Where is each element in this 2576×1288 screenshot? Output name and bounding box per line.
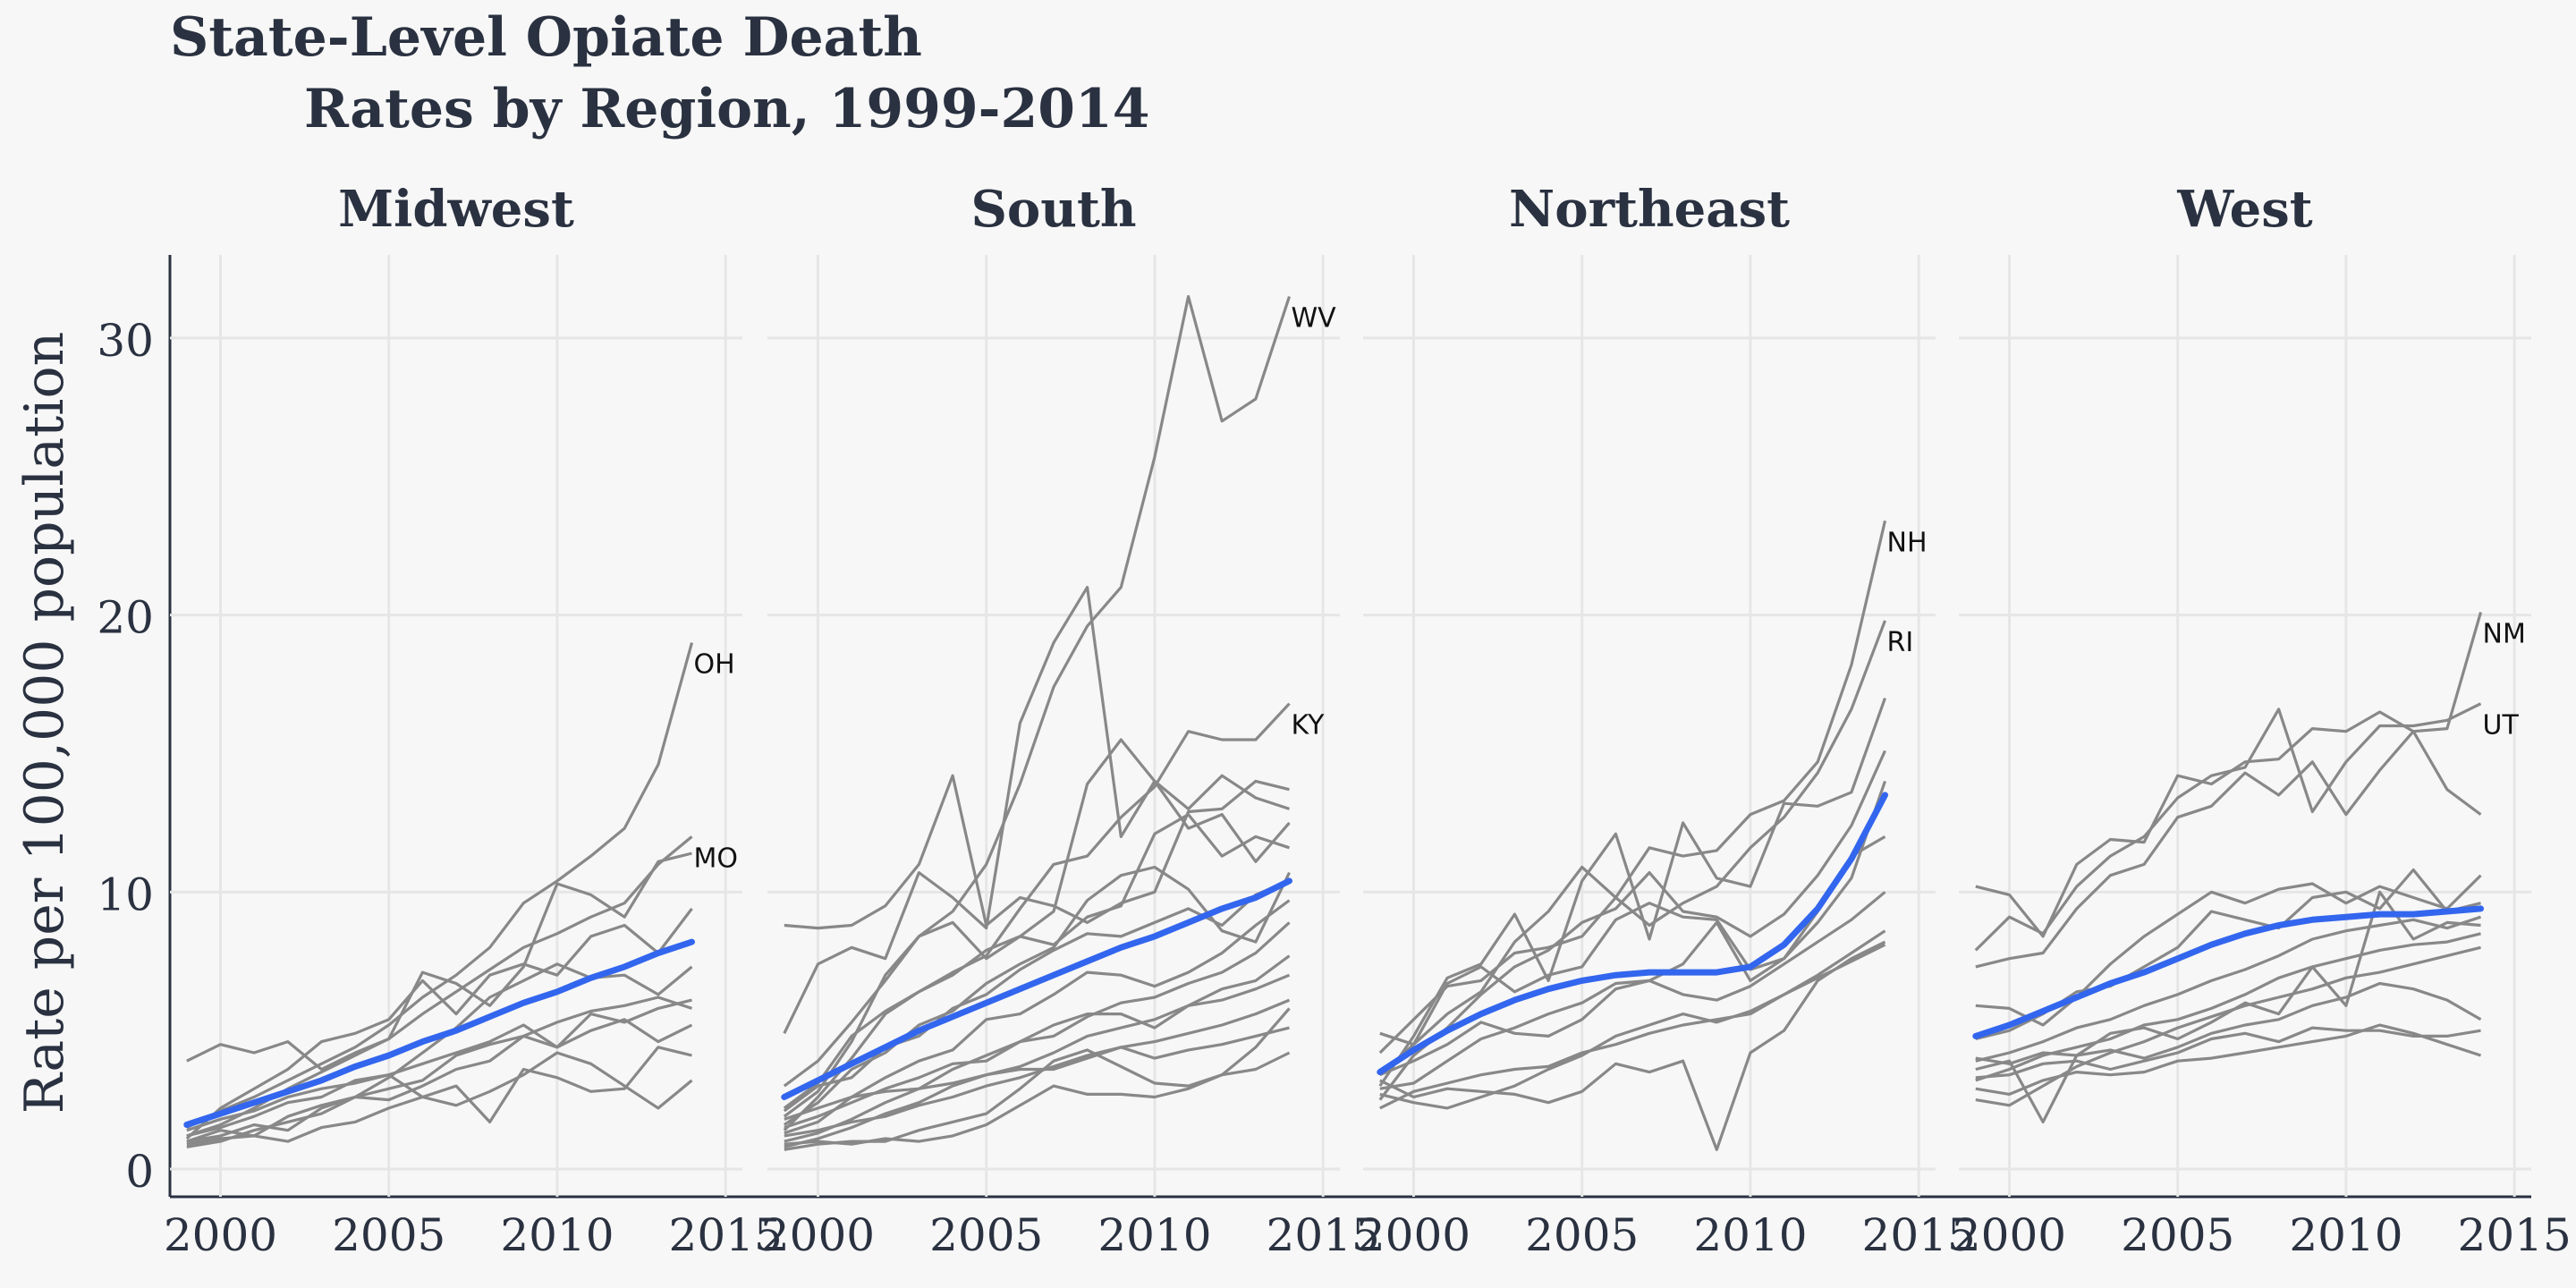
panel-midwest: Midwest 2000 2005 2010 2015 OH MO <box>164 180 783 1261</box>
state-line <box>783 585 1291 1034</box>
x-tick-label: 2015 <box>1862 1209 1976 1261</box>
state-line <box>783 812 1291 1110</box>
state-line <box>186 1018 693 1143</box>
panel-title: Midwest <box>338 180 574 239</box>
facet-panels: 0 10 20 30 Midwest 2000 2005 2010 2015 OH MO South 2… <box>97 180 2571 1261</box>
chart-title-line-2: Rates by Region, 1999-2014 <box>304 78 1149 140</box>
state-line <box>1379 940 1886 1151</box>
state-line <box>1975 1023 2481 1097</box>
panel-south: South 2000 2005 2010 2015 WV KY <box>761 180 1380 1261</box>
state-label: KY <box>1292 710 1326 741</box>
state-line <box>1379 780 1887 1046</box>
x-tick-label: 2015 <box>1267 1209 1380 1261</box>
state-line <box>1379 891 1886 1090</box>
state-label: MO <box>694 843 739 874</box>
panel-west: West 2000 2005 2010 2015 NM UT <box>1953 180 2572 1261</box>
state-line <box>1975 915 2482 1063</box>
trend-line <box>781 877 1292 1100</box>
state-line <box>1378 750 1886 1101</box>
x-tick-label: 2005 <box>332 1209 445 1261</box>
state-label: UT <box>2483 710 2520 741</box>
trend-line <box>1972 905 2484 1039</box>
state-line <box>186 1051 693 1146</box>
x-tick-label: 2015 <box>669 1209 783 1261</box>
x-tick-label: 2010 <box>2289 1209 2402 1261</box>
state-line <box>1975 874 2482 1027</box>
panel-title: South <box>970 180 1136 239</box>
y-tick-label: 10 <box>97 869 154 920</box>
y-tick-label: 20 <box>97 592 154 644</box>
panel-title: Northeast <box>1509 180 1790 239</box>
state-line <box>186 998 692 1132</box>
state-line <box>1975 932 2481 1082</box>
state-label: NM <box>2483 619 2526 650</box>
state-line <box>1975 981 2482 1065</box>
x-tick-label: 2005 <box>929 1209 1043 1261</box>
x-tick-label: 2000 <box>1357 1209 1470 1261</box>
state-label: NH <box>1887 527 1928 558</box>
state-line <box>1379 943 1886 1110</box>
state-line <box>1975 1026 2481 1080</box>
x-tick-label: 2010 <box>500 1209 614 1261</box>
trend-line <box>183 938 695 1128</box>
state-label: OH <box>694 649 735 681</box>
state-label: RI <box>1887 627 1914 658</box>
state-line <box>1378 697 1887 1087</box>
state-line <box>1975 730 2482 969</box>
y-tick-label: 30 <box>97 315 154 367</box>
x-tick-label: 2010 <box>1097 1209 1211 1261</box>
x-tick-label: 2005 <box>1525 1209 1639 1261</box>
state-line <box>784 921 1291 1143</box>
chart-title-line-1: State-Level Opiate Death <box>170 6 922 69</box>
state-label: WV <box>1292 302 1337 334</box>
state-line <box>784 774 1290 930</box>
trend-line <box>1377 792 1888 1076</box>
state-line <box>784 1051 1291 1146</box>
state-line <box>186 1046 692 1138</box>
state-line <box>783 702 1291 1131</box>
state-line <box>186 852 692 1072</box>
x-tick-label: 2000 <box>761 1209 875 1261</box>
x-tick-label: 2005 <box>2121 1209 2234 1261</box>
state-line <box>185 907 693 1140</box>
state-line <box>783 738 1291 1088</box>
state-line <box>1379 835 1886 1077</box>
state-line <box>1974 702 2482 952</box>
state-line <box>784 899 1291 1135</box>
state-line <box>784 1026 1290 1121</box>
state-line <box>1378 520 1887 1076</box>
state-line <box>186 642 694 1130</box>
x-tick-label: 2015 <box>2458 1209 2572 1261</box>
y-axis-label: Rate per 100,000 population <box>13 332 76 1114</box>
state-line <box>784 998 1291 1138</box>
panel-title: West <box>2176 180 2312 239</box>
y-tick-label: 0 <box>125 1146 154 1198</box>
x-tick-label: 2000 <box>164 1209 277 1261</box>
state-line <box>783 294 1292 1118</box>
x-tick-label: 2000 <box>1953 1209 2066 1261</box>
panel-northeast: Northeast 2000 2005 2010 2015 NH RI <box>1357 180 1976 1261</box>
x-tick-label: 2010 <box>1693 1209 1807 1261</box>
